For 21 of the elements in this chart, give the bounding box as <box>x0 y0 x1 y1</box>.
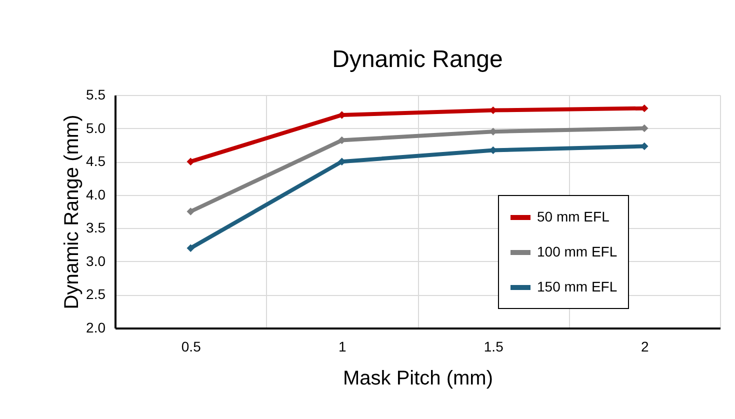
point <box>186 158 194 166</box>
legend-label: 50 mm EFL <box>537 208 610 224</box>
y-axis-title: Dynamic Range (mm) <box>61 114 84 310</box>
legend-label: 100 mm EFL <box>537 244 618 260</box>
y-tick-label: 4.5 <box>86 153 106 170</box>
y-tick-label: 2.0 <box>86 320 106 336</box>
legend-label: 150 mm EFL <box>537 278 618 294</box>
y-tick-label: 4.0 <box>86 186 106 202</box>
chart-title: Dynamic Range <box>332 46 503 73</box>
point <box>186 208 194 216</box>
x-tick-label: 2 <box>640 338 649 354</box>
y-tick-label: 5.0 <box>86 120 106 136</box>
x-tick-label: 1.5 <box>484 338 504 354</box>
y-tick-label: 5.5 <box>86 86 106 102</box>
y-tick-label: 2.5 <box>86 286 106 302</box>
x-axis-title: Mask Pitch (mm) <box>343 368 493 390</box>
y-tick-label: 3.0 <box>86 252 106 269</box>
point <box>186 244 194 252</box>
x-tick-label: 1 <box>338 338 346 354</box>
y-tick-label: 3.5 <box>86 220 106 236</box>
x-tick-label: 0.5 <box>181 338 202 354</box>
